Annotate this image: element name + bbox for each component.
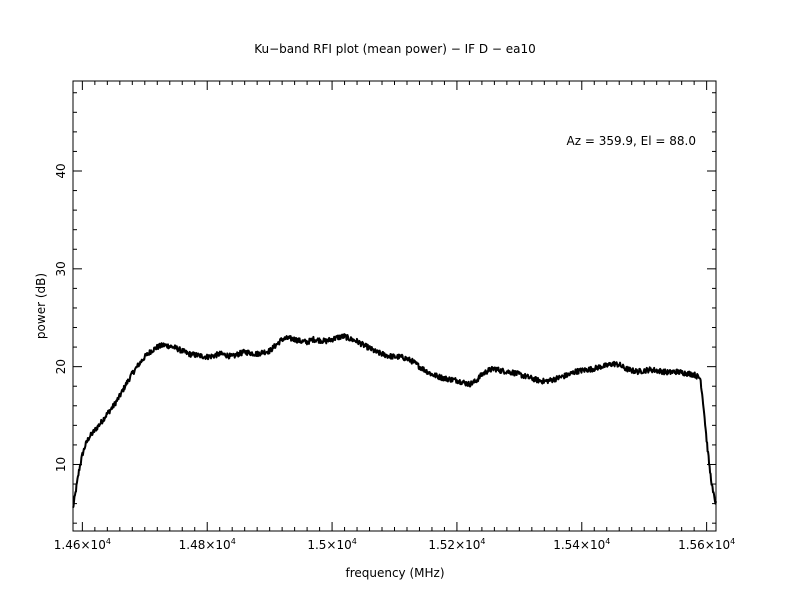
x-tick-label: 1.5×104 — [307, 537, 357, 552]
y-tick-labels: 10 20 30 40 — [54, 163, 68, 472]
x-tick-label: 1.46×104 — [54, 537, 111, 552]
x-tick-label: 1.54×104 — [553, 537, 610, 552]
y-tick-label: 30 — [54, 261, 68, 276]
x-tick-label: 1.52×104 — [428, 537, 485, 552]
x-axis-label: frequency (MHz) — [345, 566, 444, 580]
y-tick-label: 20 — [54, 359, 68, 374]
chart-title: Ku−band RFI plot (mean power) − IF D − e… — [254, 42, 536, 56]
y-axis-label: power (dB) — [34, 273, 48, 339]
az-el-annotation: Az = 359.9, El = 88.0 — [567, 134, 697, 148]
x-tick-label: 1.48×104 — [179, 537, 236, 552]
y-tick-label: 40 — [54, 163, 68, 178]
axis-ticks — [73, 81, 716, 531]
x-tick-label: 1.56×104 — [678, 537, 735, 552]
x-tick-labels: 1.46×104 1.48×104 1.5×104 1.52×104 1.54×104 1… — [54, 537, 735, 552]
series-line — [72, 333, 717, 509]
y-tick-label: 10 — [54, 457, 68, 472]
plot-frame — [72, 80, 717, 532]
